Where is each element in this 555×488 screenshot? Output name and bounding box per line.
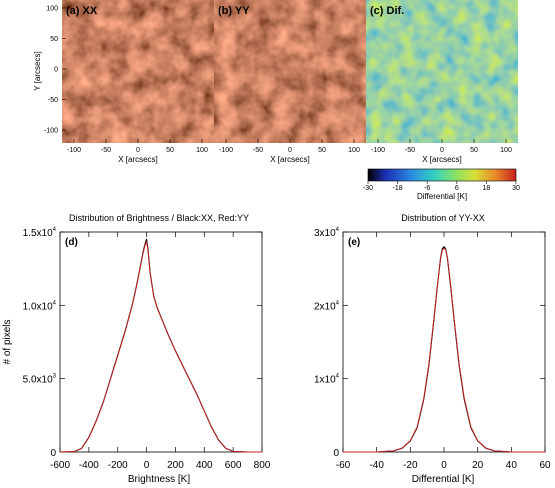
map-xtick-label: -100: [219, 147, 233, 154]
map-xtick-label: 100: [196, 147, 208, 154]
plot-e-ytick-label: 1x104: [314, 374, 340, 386]
colorbar-tick-label: -30: [363, 185, 373, 192]
plot-d-xtick-label: -400: [79, 460, 99, 471]
map-xtick-label: 50: [166, 147, 174, 154]
map-image-yy: [214, 0, 366, 143]
plot-d-xtick-label: -200: [108, 460, 128, 471]
plot-e-xtick-label: -60: [336, 460, 351, 471]
chart-title-e: Distribution of YY-XX: [401, 213, 485, 223]
plot-e-xtick-label: -20: [403, 460, 418, 471]
plot-e-xtick-label: 40: [506, 460, 518, 471]
map-panel-a: (a) XX: [62, 0, 214, 143]
map-xtick-label: 0: [136, 147, 140, 154]
plot-d-series-black: [59, 238, 262, 453]
plot-d-xtick-label: -600: [50, 460, 70, 471]
plot-e-xtick-label: 60: [539, 460, 551, 471]
panel-label-b: (b) YY: [218, 5, 250, 17]
chart-title-d: Distribution of Brightness / Black:XX, R…: [69, 213, 249, 223]
plot-e-xtick-label: -40: [369, 460, 384, 471]
plot-frame-d: [59, 231, 263, 453]
map-xtick-label: -100: [67, 147, 81, 154]
plot-d-xtick-label: 600: [225, 460, 242, 471]
map-image-xx: [62, 0, 214, 143]
plot-d-xtick-label: 0: [144, 460, 150, 471]
panel-label-a: (a) XX: [66, 5, 98, 17]
colorbar-tick-label: 18: [483, 185, 491, 192]
plot-e-ytick-label: 2x104: [314, 300, 340, 312]
colorbar-tick-label: -6: [424, 185, 430, 192]
map-xlabel-c: X [arcsecs]: [422, 155, 462, 164]
map-xlabel-a: X [arcsecs]: [118, 155, 158, 164]
colorbar: -30 -18 -6 6 18 30 Differential [K]: [363, 168, 520, 201]
map-image-diff: [366, 0, 518, 143]
plot-e-xtick-label: 0: [441, 460, 447, 471]
map-ytick-label: 50: [50, 36, 58, 43]
map-xtick-label: -50: [405, 147, 415, 154]
colorbar-label: Differential [K]: [417, 192, 467, 201]
plot-e-series-red: [343, 247, 545, 453]
map-ylabel: Y [arcsecs]: [33, 51, 42, 90]
map-xtick-label: -100: [371, 147, 385, 154]
map-xtick-label: -50: [101, 147, 111, 154]
histogram-differential: Distribution of YY-XX (e) Differential […: [314, 213, 551, 485]
plot-d-xtick-label: 200: [167, 460, 184, 471]
plot-d-ytick-label: 5.0x103: [23, 374, 57, 386]
map-xtick-label: -50: [253, 147, 263, 154]
map-ytick-label: 100: [46, 6, 58, 13]
map-xticks: -100 -50 0 50 100 -100 -50 0 50 100 -100 -50 0 50 100: [67, 139, 512, 154]
axis-ticks-d: -600 -400 -200 0 200 400 600 800 0 5.0x103 1.0x104…: [23, 227, 271, 471]
plot-d-ytick-label: 1.5x104: [23, 227, 57, 239]
map-xtick-label: 0: [288, 147, 292, 154]
plot-d-series-red: [59, 241, 262, 453]
series-group-e: [343, 246, 545, 453]
plot-frame-e: [342, 231, 546, 453]
map-xtick-label: 50: [470, 147, 478, 154]
colorbar-tick-label: 6: [455, 185, 459, 192]
colorbar-tick-label: -18: [393, 185, 403, 192]
plot-e-ytick-label: 0: [333, 448, 339, 459]
colorbar-tick-label: 30: [512, 185, 520, 192]
xlabel-d: Brightness [K]: [128, 474, 190, 485]
colorbar-ticks: -30 -18 -6 6 18 30: [363, 181, 520, 192]
plot-d-ytick-label: 0: [50, 448, 56, 459]
panel-label-d: (d): [65, 237, 78, 248]
map-xtick-label: 50: [318, 147, 326, 154]
map-ytick-label: 0: [54, 67, 58, 74]
map-ytick-label: -50: [48, 97, 58, 104]
map-xtick-label: 100: [500, 147, 512, 154]
map-ytick-label: -100: [44, 128, 58, 135]
panel-label-e: (e): [348, 237, 360, 248]
map-xtick-label: 0: [440, 147, 444, 154]
map-yticks: 100 50 0 -50 -100: [44, 6, 66, 135]
panel-label-c: (c) Dif.: [370, 5, 404, 17]
axis-ticks-e: -60 -40 -20 0 20 40 60 0 1x104 2x104 3x104: [314, 227, 551, 471]
plot-e-series-black: [343, 246, 545, 453]
plot-d-ytick-label: 1.0x104: [23, 300, 57, 312]
plot-d-xtick-label: 400: [196, 460, 213, 471]
ylabel-d: # of pixels: [2, 319, 13, 364]
map-xlabel-b: X [arcsecs]: [270, 155, 310, 164]
plot-d-xtick-label: 800: [254, 460, 271, 471]
map-xtick-label: 100: [348, 147, 360, 154]
plot-e-ytick-label: 3x104: [314, 227, 340, 239]
map-panel-b: (b) YY: [214, 0, 366, 143]
xlabel-e: Differential [K]: [412, 474, 475, 485]
map-panel-c: (c) Dif.: [366, 0, 518, 143]
histogram-brightness: Distribution of Brightness / Black:XX, R…: [2, 213, 271, 485]
plot-e-xtick-label: 20: [472, 460, 484, 471]
series-group-d: [59, 238, 262, 453]
